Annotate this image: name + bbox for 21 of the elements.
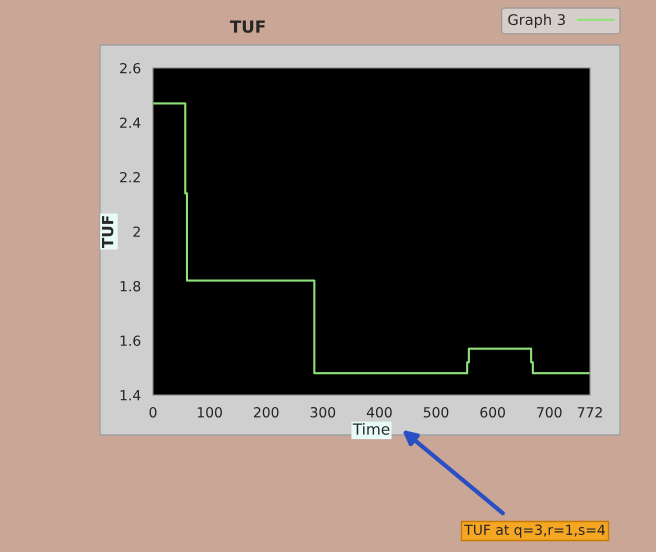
text: TUF at q=3,r=1,s=4: [464, 524, 605, 538]
y-tick-label: 1.6: [120, 335, 140, 346]
x-axis-title: Time: [352, 423, 390, 435]
y-tick-label: 2.4: [120, 117, 140, 128]
x-tick-label: 400: [366, 407, 392, 418]
y-tick-label: 2: [133, 226, 140, 237]
chart-title: TUF: [230, 20, 265, 33]
x-tick-label: 100: [198, 407, 222, 418]
y-tick-label: 1.4: [120, 390, 140, 400]
x-tick-label: 300: [310, 407, 336, 418]
x-tick-label: 0: [149, 407, 156, 418]
x-tick-label: 700: [537, 407, 562, 418]
legend-label: Graph 3: [508, 14, 565, 28]
x-tick-label: 500: [424, 407, 448, 418]
x-tick-label: 600: [480, 407, 505, 418]
x-tick-label: 200: [254, 407, 279, 418]
y-tick-label: 2.2: [120, 172, 140, 182]
x-tick-label: 772: [578, 407, 602, 418]
y-tick-label: 2.6: [120, 62, 140, 74]
y-tick-label: 1.8: [120, 280, 140, 292]
y-axis-title: TUF: [102, 216, 114, 248]
